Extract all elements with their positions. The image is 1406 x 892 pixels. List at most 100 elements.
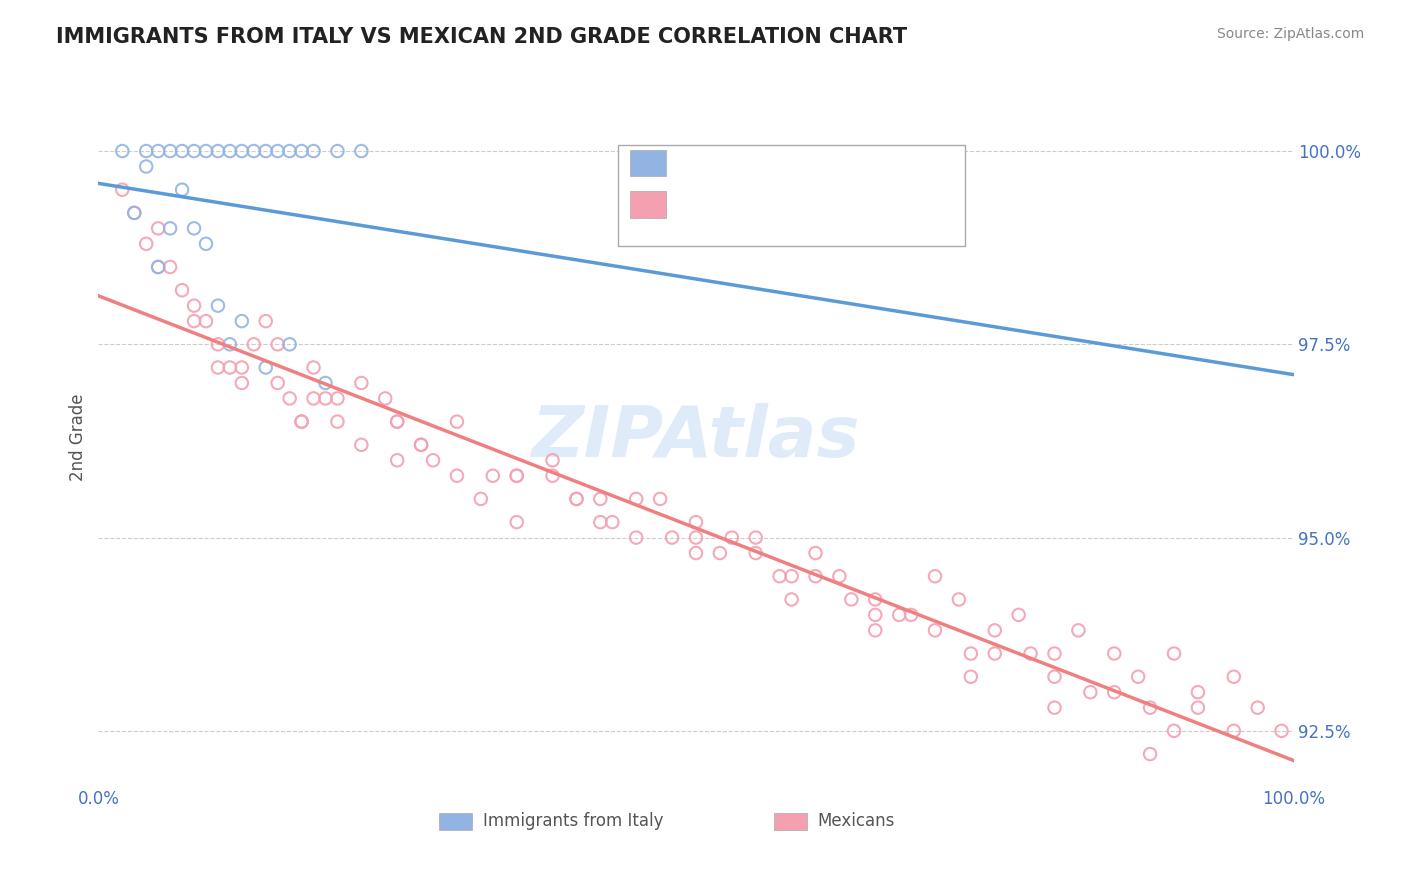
Point [1223,670,1246,684]
Point [302,360,325,375]
Point [374,392,396,406]
FancyBboxPatch shape [630,192,666,218]
Point [1043,670,1066,684]
Point [135,144,157,158]
Point [326,415,349,429]
Point [1163,723,1185,738]
Point [124,206,146,220]
Point [267,144,290,158]
Point [385,453,409,467]
Point [745,546,768,560]
Point [148,221,170,235]
Point [267,376,290,390]
Point [841,592,863,607]
Point [207,337,229,351]
Point [541,468,564,483]
Point [411,438,433,452]
Point [828,569,851,583]
Point [267,337,290,351]
Point [745,531,768,545]
Point [626,491,648,506]
Point [446,415,468,429]
Point [278,392,301,406]
Point [1043,647,1066,661]
Point [302,144,325,158]
Point [446,468,468,483]
Point [780,592,803,607]
Point [219,337,242,351]
Point [589,515,612,529]
Point [1247,700,1270,714]
Point [172,144,194,158]
FancyBboxPatch shape [773,813,807,830]
Point [326,392,349,406]
Point [1019,647,1042,661]
Point [506,468,529,483]
Point [1139,747,1161,761]
Point [924,624,946,638]
Point [195,236,218,251]
Point [948,592,970,607]
Point [148,260,170,274]
FancyBboxPatch shape [619,145,965,245]
Point [589,491,612,506]
Point [231,376,253,390]
Point [254,314,277,328]
Point [565,491,588,506]
Point [960,670,983,684]
Point [207,144,229,158]
Text: Source: ZipAtlas.com: Source: ZipAtlas.com [1216,27,1364,41]
Point [350,144,373,158]
Point [172,183,194,197]
Text: R =   0.393   N =   31: R = 0.393 N = 31 [676,145,869,163]
Point [865,607,887,622]
Point [1139,700,1161,714]
Point [207,360,229,375]
Point [685,515,707,529]
Point [159,260,181,274]
Point [231,360,253,375]
Point [159,221,181,235]
Point [172,283,194,297]
Point [148,144,170,158]
Point [219,144,242,158]
Point [231,314,253,328]
Text: IMMIGRANTS FROM ITALY VS MEXICAN 2ND GRADE CORRELATION CHART: IMMIGRANTS FROM ITALY VS MEXICAN 2ND GRA… [56,27,907,46]
Point [243,144,266,158]
Text: ZIPAtlas: ZIPAtlas [531,402,860,472]
Point [685,546,707,560]
Point [411,438,433,452]
Point [183,314,205,328]
Point [1187,700,1209,714]
Point [1187,685,1209,699]
Point [135,160,157,174]
Point [254,360,277,375]
Point [541,453,564,467]
Point [1067,624,1090,638]
Point [385,415,409,429]
Point [1163,647,1185,661]
Point [291,415,314,429]
Point [195,314,218,328]
Point [900,607,922,622]
Point [422,453,444,467]
Point [278,144,301,158]
Point [865,592,887,607]
FancyBboxPatch shape [439,813,472,830]
Point [685,531,707,545]
Point [1008,607,1031,622]
Point [661,531,683,545]
Point [565,491,588,506]
Point [183,221,205,235]
Point [207,299,229,313]
Point [506,468,529,483]
Point [111,144,134,158]
Point [1104,647,1126,661]
Point [721,531,744,545]
Point [135,236,157,251]
Point [315,376,337,390]
Point [159,144,181,158]
Point [924,569,946,583]
Point [326,144,349,158]
Point [648,491,672,506]
